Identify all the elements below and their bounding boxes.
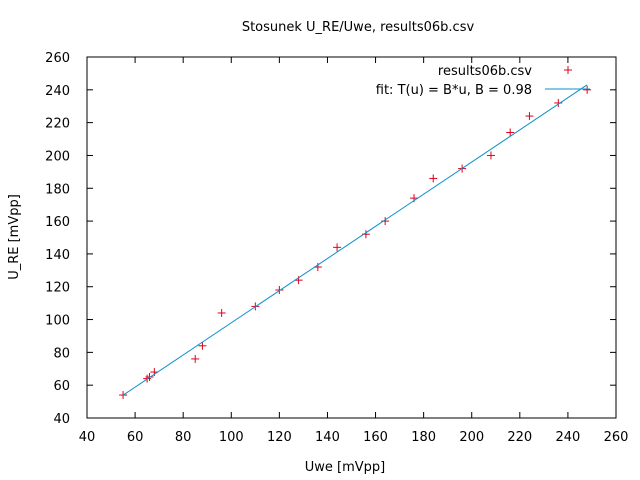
chart-title: Stosunek U_RE/Uwe, results06b.csv (242, 20, 475, 35)
y-tick-label: 240 (45, 84, 70, 99)
y-tick-label: 80 (53, 346, 70, 361)
x-tick-label: 220 (507, 430, 532, 445)
x-tick-label: 80 (175, 430, 192, 445)
y-tick-label: 260 (45, 51, 70, 66)
data-point (198, 341, 207, 350)
x-tick-label: 100 (219, 430, 244, 445)
plot-area (119, 84, 592, 400)
data-point (333, 243, 342, 252)
data-point (191, 354, 200, 363)
data-point (583, 85, 592, 94)
x-tick-label: 40 (79, 430, 96, 445)
x-tick-label: 180 (411, 430, 436, 445)
y-tick-label: 160 (45, 215, 70, 230)
x-tick-label: 160 (363, 430, 388, 445)
plot-frame (86, 56, 617, 419)
x-tick-label: 120 (267, 430, 292, 445)
y-tick-label: 120 (45, 281, 70, 296)
x-tick-label: 200 (459, 430, 484, 445)
x-axis-label: Uwe [mVpp] (305, 460, 385, 475)
data-point (429, 174, 438, 183)
tick-labels: 40 60 80 100 120 140 160 180 200 220 240 260 40 60 80 1… (45, 51, 628, 445)
x-tick-label: 260 (604, 430, 629, 445)
axes (86, 56, 617, 419)
y-axis-label: U_RE [mVpp] (7, 194, 22, 280)
data-point (506, 128, 515, 137)
legend: results06b.csv fit: T(u) = B*u, B = 0.98 (376, 64, 590, 98)
legend-label: results06b.csv (438, 64, 532, 79)
legend-marker-points (564, 66, 572, 74)
data-point (486, 151, 495, 160)
x-tick-label: 140 (315, 430, 340, 445)
data-point (217, 308, 226, 317)
y-tick-label: 140 (45, 248, 70, 263)
legend-label: fit: T(u) = B*u, B = 0.98 (376, 83, 532, 98)
y-tick-label: 60 (53, 379, 70, 394)
y-tick-label: 40 (53, 412, 70, 427)
data-point (554, 98, 563, 107)
data-point (381, 217, 390, 226)
data-point (275, 286, 284, 295)
data-point (525, 112, 534, 121)
x-tick-label: 60 (127, 430, 144, 445)
fit-line (122, 84, 588, 396)
y-tick-label: 220 (45, 117, 70, 132)
y-tick-label: 200 (45, 149, 70, 164)
x-tick-label: 240 (555, 430, 580, 445)
y-tick-label: 180 (45, 182, 70, 197)
y-tick-label: 100 (45, 314, 70, 329)
